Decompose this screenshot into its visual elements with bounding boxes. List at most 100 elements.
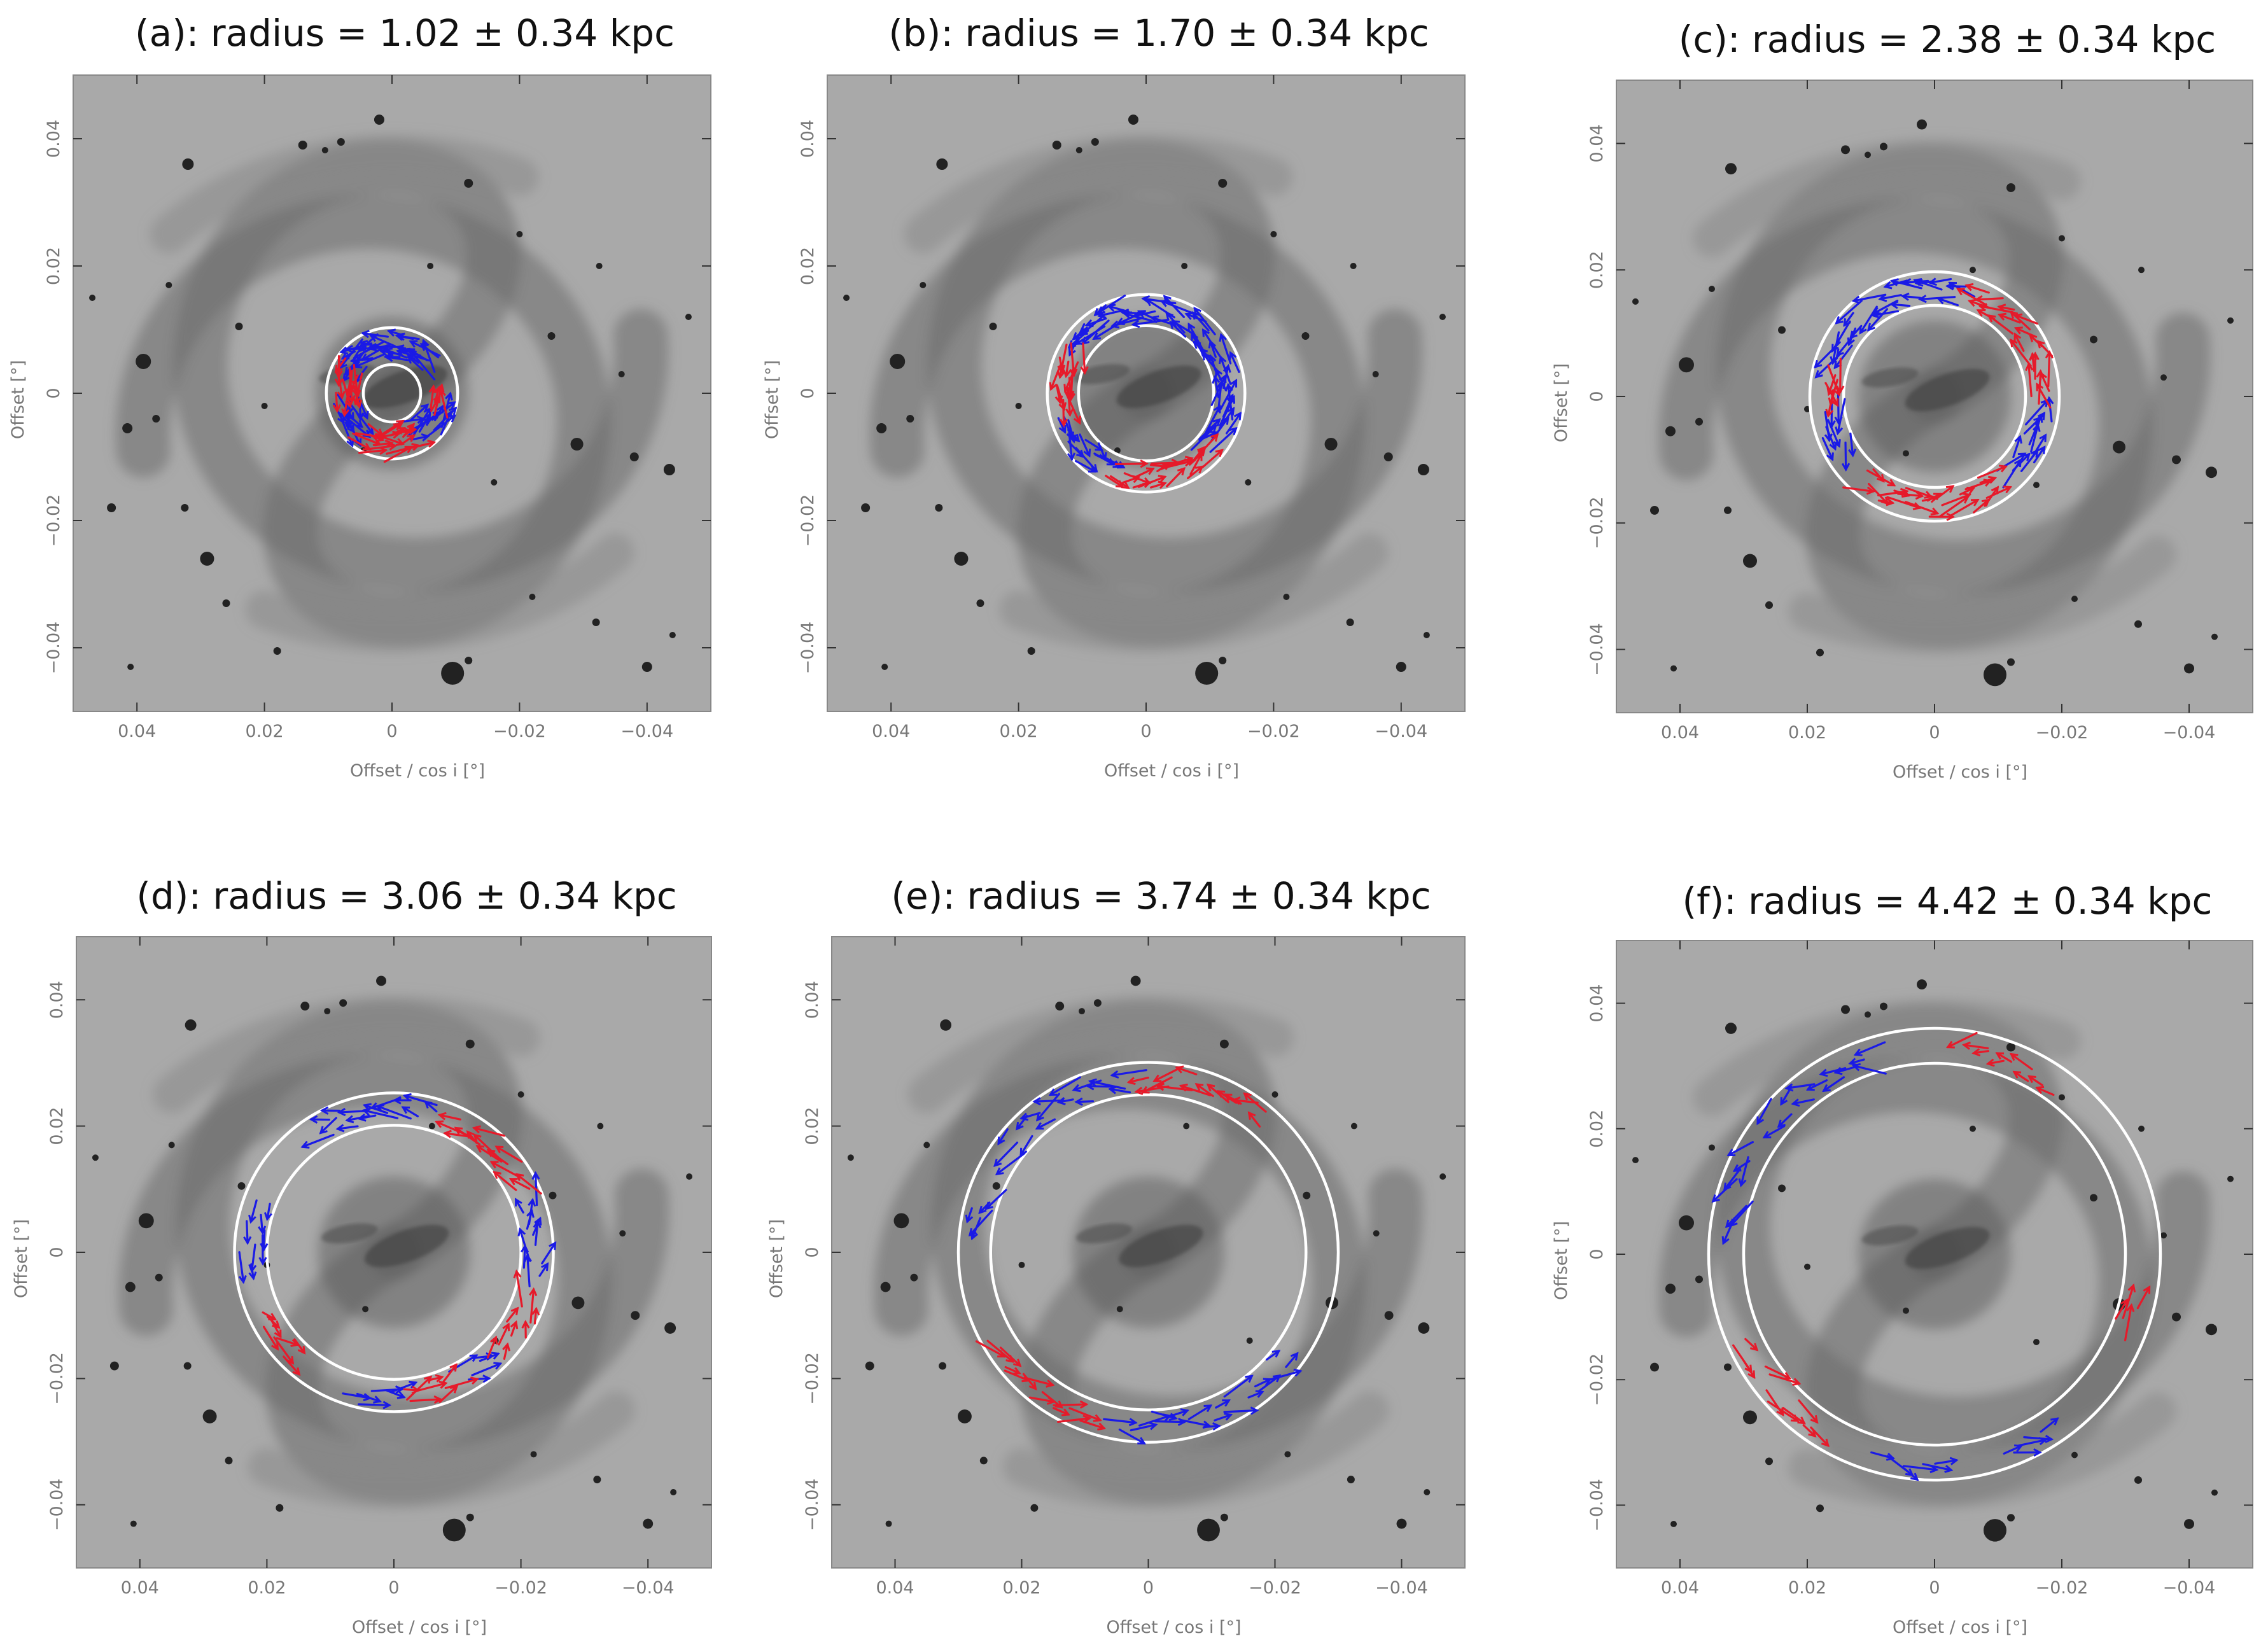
vector-arrowhead	[1012, 1367, 1021, 1375]
vector-arrow	[997, 1128, 1009, 1145]
vector-arrowhead	[248, 1215, 256, 1224]
vector-arrow	[1247, 1390, 1264, 1399]
vector-arrow	[402, 423, 415, 438]
vector-arrowhead	[1152, 1074, 1162, 1082]
vector-arrow	[319, 1117, 337, 1135]
title-part: 0.34	[2057, 18, 2139, 61]
vector-arrowhead	[427, 439, 437, 448]
vector-arrow	[1830, 401, 1833, 428]
vector-arrowhead	[1871, 310, 1880, 319]
x-tick-label: −0.02	[493, 722, 546, 741]
vector-arrowhead	[1945, 485, 1955, 493]
vector-arrow	[529, 1288, 535, 1324]
vector-arrow	[1798, 1399, 1819, 1423]
vector-arrow	[1151, 461, 1179, 465]
vector-arrow	[2015, 327, 2036, 337]
vector-arrow	[402, 349, 422, 357]
vector-arrow	[476, 1145, 503, 1163]
vector-arrowhead	[2036, 382, 2044, 391]
vector-arrow	[1903, 1467, 1919, 1481]
vector-arrow	[1836, 337, 1852, 357]
vector-arrow	[1124, 312, 1153, 322]
vector-arrowhead	[443, 1129, 452, 1138]
vector-arrow	[1756, 1098, 1772, 1125]
vector-arrow	[431, 401, 456, 421]
vector-arrowhead	[1998, 465, 2008, 473]
ring-inner	[989, 1093, 1308, 1412]
vector-arrow	[2031, 434, 2047, 459]
panel-b: (b): radius = 1.70 ± 0.34 kpc 0.04 0.02 0 −0…	[762, 11, 1466, 781]
vector-arrow	[1722, 1217, 1735, 1245]
vector-arrow	[246, 1220, 249, 1244]
vector-arrow	[486, 1336, 498, 1359]
vector-arrow	[1117, 310, 1146, 325]
vector-arrow	[1224, 1093, 1242, 1105]
vector-arrowhead	[361, 410, 369, 420]
y-tick-label: −0.02	[1587, 1353, 1607, 1406]
vector-arrowhead	[1829, 442, 1837, 451]
vector-arrow	[1815, 354, 1840, 379]
vector-arrow	[260, 1213, 264, 1234]
vector-arrow	[510, 1321, 517, 1337]
vector-arrowhead	[529, 1287, 538, 1296]
vector-arrowhead	[1016, 1122, 1024, 1131]
vector-arrow	[1968, 300, 1992, 310]
vector-arrow	[439, 389, 449, 419]
vector-arrow	[1946, 284, 1967, 288]
vector-arrowhead	[1141, 295, 1151, 304]
vector-arrowhead	[1825, 409, 1834, 418]
vector-arrowhead	[243, 1236, 252, 1245]
vector-arrowhead	[445, 391, 453, 401]
vector-arrowhead	[1222, 1399, 1231, 1407]
vector-arrow	[1886, 496, 1921, 509]
vector-arrowhead	[1073, 416, 1081, 425]
vector-arrowhead	[1069, 368, 1078, 378]
vector-arrowhead	[420, 403, 430, 412]
vector-arrowhead	[473, 1133, 482, 1142]
vector-arrow	[1187, 1404, 1212, 1420]
vector-arrow	[353, 340, 384, 359]
x-axis-label: Offset / cos i [°]	[1106, 1618, 1241, 1637]
x-tick-label: −0.04	[1375, 1578, 1428, 1598]
vector-arrow	[1938, 496, 1969, 518]
vector-arrowhead	[1019, 1112, 1029, 1121]
vector-arrowhead	[1121, 481, 1130, 489]
vector-arrow	[1068, 377, 1072, 399]
vector-arrow	[438, 1114, 461, 1121]
vector-arrow	[430, 385, 435, 410]
vector-arrow	[1265, 1350, 1280, 1361]
vector-arrowhead	[494, 1145, 504, 1154]
vector-arrowhead	[1059, 418, 1068, 428]
vector-arrow	[1905, 487, 1933, 498]
ring-outer	[325, 326, 459, 461]
vector-arrowhead	[1068, 347, 1076, 357]
vector-arrow	[390, 1381, 417, 1394]
vector-arrow	[1180, 1084, 1212, 1096]
vector-arrow	[1187, 323, 1207, 356]
vector-arrowhead	[335, 1124, 345, 1133]
vector-arrowhead	[1810, 1415, 1819, 1424]
vector-arrow	[407, 356, 424, 371]
vector-arrowhead	[1962, 1041, 1971, 1050]
vector-arrowhead	[1184, 456, 1194, 465]
vector-arrow	[1852, 293, 1887, 302]
vector-arrow	[385, 1389, 405, 1399]
vector-arrow	[1219, 356, 1231, 385]
vector-arrow	[1827, 419, 1840, 447]
vector-arrow	[2003, 1444, 2022, 1455]
vector-arrow	[1867, 308, 1889, 332]
vector-arrowhead	[493, 1171, 501, 1179]
title-part: 4.42	[1917, 879, 1999, 923]
vector-arrow	[338, 1110, 367, 1114]
vector-arrowhead	[1097, 1422, 1107, 1431]
x-tick-label: −0.04	[2163, 1578, 2216, 1598]
vector-arrow	[471, 1362, 501, 1376]
vector-arrowhead	[1224, 1413, 1233, 1421]
vector-arrow	[1137, 475, 1166, 488]
vector-arrow	[1185, 312, 1207, 323]
vector-arrowhead	[433, 386, 442, 395]
vector-arrowhead	[1128, 1418, 1138, 1427]
vector-arrow	[1150, 482, 1166, 489]
vector-arrow	[1053, 1403, 1088, 1407]
vector-arrowhead	[1072, 433, 1081, 443]
